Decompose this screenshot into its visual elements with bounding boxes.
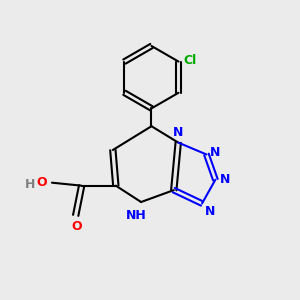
Text: H: H — [25, 178, 36, 191]
Text: O: O — [37, 176, 47, 189]
Text: NH: NH — [126, 208, 147, 222]
Text: O: O — [72, 220, 83, 233]
Text: N: N — [210, 146, 220, 160]
Text: Cl: Cl — [183, 54, 196, 67]
Text: N: N — [173, 126, 183, 139]
Text: N: N — [220, 173, 230, 186]
Text: N: N — [205, 205, 215, 218]
